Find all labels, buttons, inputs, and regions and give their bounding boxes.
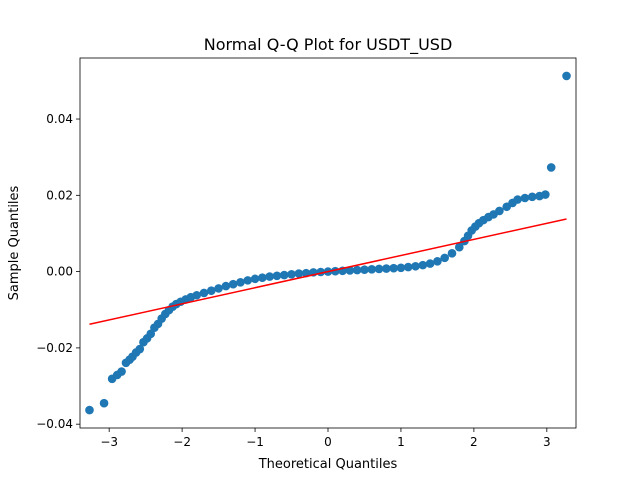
data-point <box>214 284 223 293</box>
data-point <box>250 274 260 284</box>
data-point <box>454 242 464 252</box>
data-point <box>279 270 289 280</box>
data-point <box>85 405 94 415</box>
reference-line <box>89 218 567 325</box>
data-point <box>243 276 253 285</box>
data-point <box>447 248 457 258</box>
data-point <box>541 190 550 199</box>
data-point <box>433 257 442 266</box>
data-point <box>513 195 522 204</box>
x-tick-label: 3 <box>543 435 551 449</box>
data-point <box>367 265 377 274</box>
data-point <box>221 281 231 291</box>
y-tick-label: −0.02 <box>36 341 73 355</box>
x-tick-label: 0 <box>324 435 332 449</box>
data-point <box>228 279 238 289</box>
x-tick-label: −3 <box>100 435 118 449</box>
y-tick-label: 0.02 <box>46 188 73 202</box>
data-point <box>360 265 369 275</box>
y-tick-label: 0.00 <box>46 265 73 279</box>
data-point <box>99 398 109 408</box>
x-tick-label: 1 <box>397 435 405 449</box>
data-point <box>265 272 274 281</box>
data-points <box>85 71 571 415</box>
data-point <box>206 286 216 295</box>
data-point <box>411 261 420 271</box>
x-tick-label: −1 <box>246 435 264 449</box>
x-axis-ticks: −3 −2 −1 0 1 2 3 <box>100 428 551 449</box>
data-point <box>294 269 304 278</box>
data-point <box>425 259 435 268</box>
data-point <box>236 277 245 287</box>
y-tick-label: −0.04 <box>36 417 73 431</box>
data-point <box>117 367 126 376</box>
x-tick-label: 2 <box>470 435 478 449</box>
data-point <box>272 271 282 281</box>
data-point <box>382 264 391 273</box>
x-axis-label: Theoretical Quantiles <box>258 457 398 472</box>
data-point <box>495 206 504 216</box>
data-point <box>192 290 202 300</box>
y-axis-label: Sample Quantiles <box>7 185 22 300</box>
data-point <box>389 263 398 273</box>
chart-title: Normal Q-Q Plot for USDT_USD <box>204 35 453 55</box>
data-point <box>345 266 355 275</box>
x-tick-label: −2 <box>173 435 191 449</box>
data-point <box>135 344 145 354</box>
data-point <box>527 192 537 202</box>
data-point <box>352 265 362 275</box>
data-point <box>520 193 530 203</box>
data-point <box>440 253 450 263</box>
plot-area <box>80 58 576 428</box>
data-point <box>396 263 406 273</box>
data-point <box>418 260 428 270</box>
y-axis-ticks: −0.04 −0.02 0.00 0.02 0.04 <box>36 112 80 431</box>
data-point <box>562 71 571 81</box>
plot-frame <box>79 57 577 429</box>
data-point <box>546 163 556 172</box>
data-point <box>403 262 413 272</box>
data-point <box>258 273 267 283</box>
y-tick-label: 0.04 <box>46 112 73 126</box>
data-point <box>374 264 384 274</box>
data-point <box>287 269 296 279</box>
data-point <box>199 288 209 298</box>
